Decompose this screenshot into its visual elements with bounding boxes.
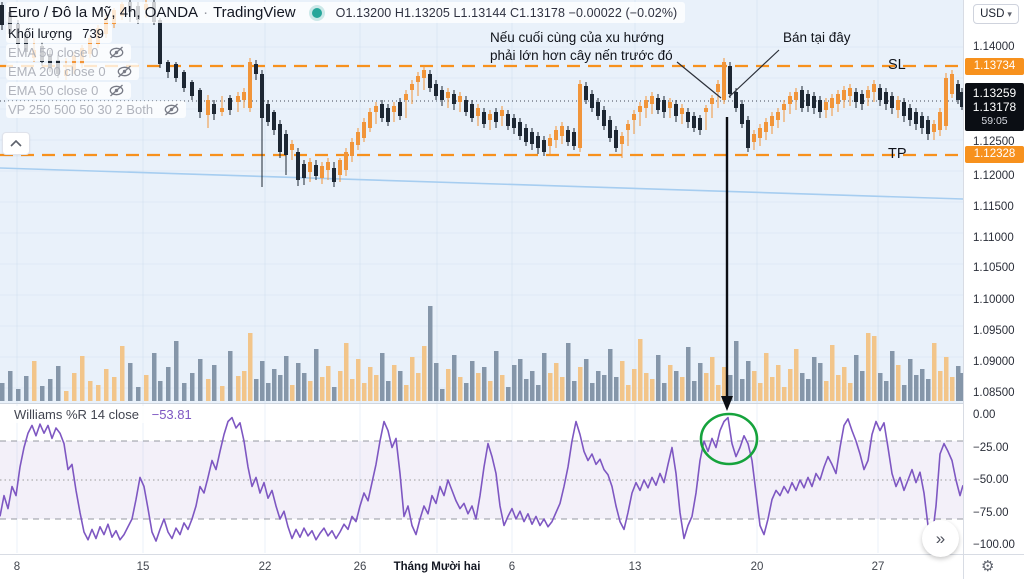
wpr-tick: −75.00 [973, 507, 1009, 519]
chart-canvas[interactable] [0, 0, 963, 554]
annotation-note[interactable]: Nếu cuối cùng của xu hướng phải lớn hơn … [490, 29, 673, 65]
symbol-title[interactable]: Euro / Đô la Mỹ, 4h, OANDA [8, 4, 199, 21]
separator: · [203, 4, 209, 21]
tp-price-badge: 1.12328 [965, 146, 1024, 163]
volume-label: Khối lượng [8, 26, 73, 41]
time-tick: 20 [750, 561, 764, 573]
price-tick: 1.11500 [973, 201, 1014, 213]
currency-label: USD [980, 8, 1005, 20]
sl-price-badge: 1.13734 [965, 58, 1024, 75]
last-price-badge: 1.13259 1.13178 59:05 [965, 83, 1024, 131]
wpr-tick: −25.00 [973, 442, 1009, 454]
visibility-off-icon[interactable] [108, 45, 125, 60]
indicator-row-1[interactable]: EMA 200 close 0 [6, 63, 685, 81]
wpr-tick: 0.00 [973, 409, 996, 421]
indicator-row-0[interactable]: EMA 50 close 0 [6, 44, 685, 62]
annotation-note-line2: phải lớn hơn cây nến trước đó [490, 48, 673, 63]
volume-value: 739 [82, 26, 104, 41]
visibility-off-icon[interactable] [116, 64, 133, 79]
scroll-to-realtime-button[interactable]: » [922, 520, 959, 557]
chevron-down-icon: ▾ [1007, 8, 1012, 19]
indicator-label: EMA 50 close 0 [8, 83, 99, 98]
legend-row-volume[interactable]: Khối lượng 739 [6, 24, 685, 43]
sl-label[interactable]: SL [888, 57, 906, 73]
price-tick: 1.14000 [973, 41, 1015, 53]
wpr-legend[interactable]: Williams %R 14 close −53.81 [8, 406, 198, 423]
price-tick: 1.09000 [973, 356, 1015, 368]
price-tick: 1.10500 [973, 262, 1015, 274]
last-price-line1: 1.13259 [972, 86, 1017, 100]
indicator-list: EMA 50 close 0 EMA 200 close 0 EMA 50 clos… [6, 44, 685, 119]
price-tick: 1.10000 [973, 294, 1015, 306]
indicator-row-2[interactable]: EMA 50 close 0 [6, 82, 685, 100]
price-tick: 1.08500 [973, 387, 1015, 399]
brand-label: TradingView [213, 4, 296, 21]
time-tick: 8 [13, 561, 21, 573]
indicator-label: EMA 50 close 0 [8, 45, 99, 60]
indicator-label: EMA 200 close 0 [8, 64, 106, 79]
price-axis[interactable]: USD ▾ 1.14000 1.12500 1.12000 1.11500 1.1100… [963, 0, 1024, 579]
annotation-sell-here[interactable]: Bán tại đây [783, 30, 851, 45]
time-tick: Tháng Mười hai [393, 561, 481, 573]
wpr-value: −53.81 [151, 407, 192, 422]
visibility-off-icon[interactable] [108, 83, 125, 98]
chevron-up-icon [10, 140, 22, 147]
currency-selector[interactable]: USD ▾ [973, 4, 1019, 24]
time-tick: 26 [353, 561, 367, 573]
ohlc-values: O1.13200 H1.13205 L1.13144 C1.13178 −0.0… [335, 5, 678, 20]
double-chevron-right-icon: » [935, 528, 946, 548]
indicator-row-3[interactable]: VP 250 500 50 30 2 Both [6, 101, 685, 119]
time-tick: 6 [508, 561, 516, 573]
visibility-off-icon[interactable] [163, 102, 180, 117]
price-tick: 1.11000 [973, 232, 1014, 244]
time-tick: 27 [871, 561, 885, 573]
price-tick: 1.12000 [973, 170, 1015, 182]
annotation-note-line1: Nếu cuối cùng của xu hướng [490, 30, 664, 45]
last-price-line2: 1.13178 [972, 100, 1017, 114]
symbol-header: Euro / Đô la Mỹ, 4h, OANDA · TradingView… [6, 2, 686, 23]
wpr-tick: −50.00 [973, 474, 1009, 486]
price-tick: 1.12500 [973, 136, 1015, 148]
axis-corner-divider [964, 554, 1024, 555]
price-tick: 1.09500 [973, 325, 1015, 337]
bar-countdown: 59:05 [981, 115, 1008, 127]
legend: Euro / Đô la Mỹ, 4h, OANDA · TradingView… [6, 2, 686, 120]
collapse-indicators-button[interactable] [2, 132, 30, 155]
market-status-dot-icon [311, 7, 322, 18]
indicator-label: VP 250 500 50 30 2 Both [8, 102, 154, 117]
time-axis[interactable]: 8 15 22 26 Tháng Mười hai 6 13 20 27 [0, 554, 963, 579]
tp-label[interactable]: TP [888, 146, 907, 162]
wpr-tick: −100.00 [973, 539, 1015, 551]
time-tick: 22 [258, 561, 272, 573]
gear-icon[interactable]: ⚙ [981, 558, 995, 575]
wpr-name: Williams %R 14 close [14, 407, 139, 422]
time-tick: 13 [628, 561, 642, 573]
time-tick: 15 [136, 561, 150, 573]
